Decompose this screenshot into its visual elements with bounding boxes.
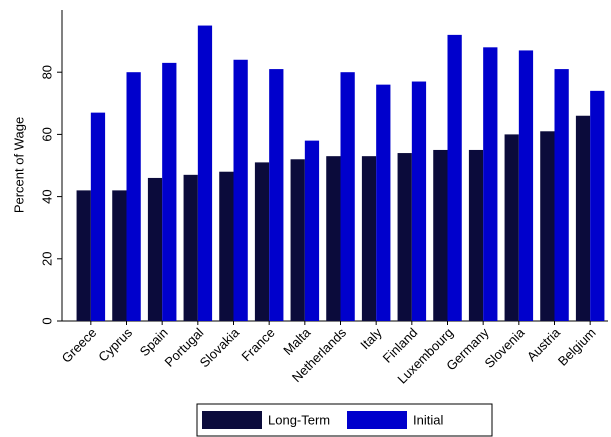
legend-swatch [202, 411, 262, 429]
bar [254, 162, 270, 321]
y-tick-label: 20 [39, 252, 54, 266]
y-tick-label: 0 [39, 317, 54, 324]
legend-label: Long-Term [268, 412, 330, 427]
bar [468, 149, 484, 321]
bar [183, 174, 198, 321]
bar [575, 115, 591, 322]
bar [483, 47, 498, 321]
bar [219, 171, 234, 321]
bar [397, 153, 412, 321]
x-tick-label: Belgium [555, 325, 599, 369]
bar [112, 190, 127, 321]
legend-swatch [347, 411, 407, 429]
bar [554, 69, 569, 321]
bar [162, 62, 177, 322]
bar [326, 156, 341, 321]
bar [197, 25, 213, 322]
bar [269, 69, 284, 321]
bar [590, 90, 605, 321]
bar [76, 190, 91, 321]
bar [376, 84, 391, 321]
bar [290, 159, 305, 321]
x-tick-label: Greece [59, 325, 100, 366]
bar [233, 59, 248, 321]
x-tick-label: Malta [280, 324, 314, 358]
x-tick-label: Slovakia [197, 324, 243, 370]
x-tick-label: Cyprus [95, 325, 135, 365]
bar [411, 81, 427, 321]
bar [126, 72, 141, 321]
y-axis-label: Percent of Wage [11, 117, 26, 213]
x-tick-label: Italy [357, 325, 385, 353]
y-tick-label: 80 [39, 65, 54, 79]
y-tick-label: 40 [39, 189, 54, 203]
x-tick-label: France [238, 325, 277, 364]
bar [340, 72, 355, 321]
bar [433, 149, 448, 321]
bar [504, 134, 519, 321]
bar [361, 156, 377, 321]
y-tick-label: 60 [39, 127, 54, 141]
bar [518, 50, 534, 322]
legend-label: Initial [413, 412, 443, 427]
x-tick-label: Slovenia [482, 324, 528, 370]
bar [447, 34, 462, 321]
bar [540, 131, 555, 321]
bar [147, 177, 163, 321]
bar [90, 112, 106, 321]
bar [304, 140, 320, 321]
